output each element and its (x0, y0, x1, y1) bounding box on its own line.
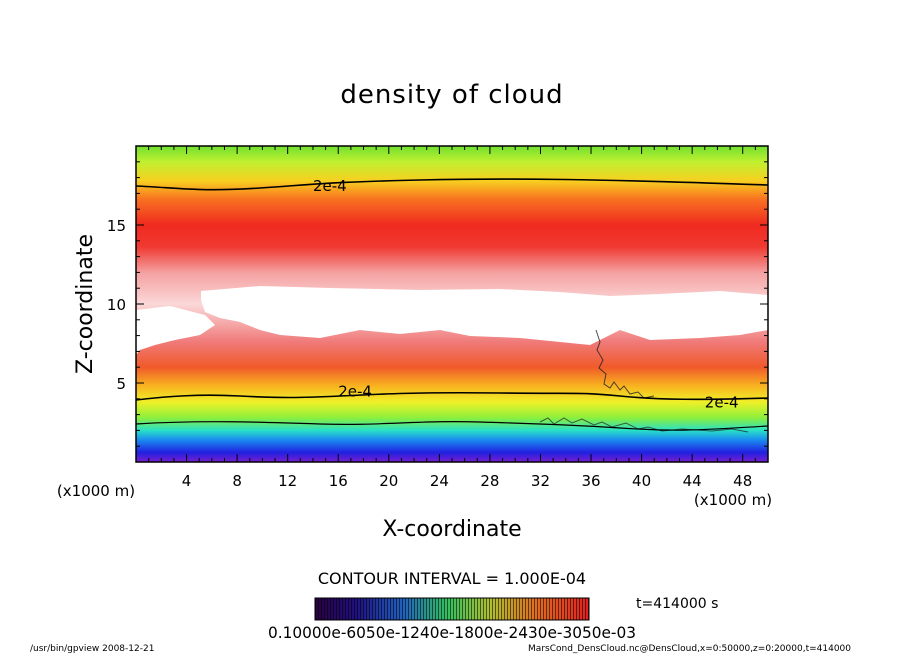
x-tick-label: 8 (232, 472, 242, 490)
contour-interval: CONTOUR INTERVAL = 1.000E-04 (318, 569, 586, 588)
x-tick-label: 48 (733, 472, 752, 490)
chart-title: density of cloud (340, 80, 563, 110)
colorbar-frame (314, 597, 590, 621)
cloud-gap-left (136, 306, 215, 355)
contour-label: 2e-4 (313, 177, 347, 195)
colorbar-labels: 0.10000e-6050e-1240e-1800e-2430e-3050e-0… (268, 623, 636, 642)
y-axis-label: Z-coordinate (73, 234, 98, 374)
footer-left: /usr/bin/gpview 2008-12-21 (30, 644, 154, 654)
time-label: t=414000 s (636, 596, 718, 612)
x-axis-label: X-coordinate (382, 517, 521, 542)
y-tick-label: 15 (107, 217, 126, 235)
contour-label: 2e-4 (338, 383, 372, 401)
contour-line-bottom (136, 420, 768, 431)
x-axis-unit: (x1000 m) (694, 491, 772, 509)
x-tick-label: 44 (683, 472, 702, 490)
x-tick-label: 40 (632, 472, 651, 490)
x-tick-label: 16 (329, 472, 348, 490)
x-tick-label: 12 (278, 472, 297, 490)
contour-line-upper (136, 178, 768, 191)
contour-labels: 2e-4 2e-4 2e-4 (313, 177, 739, 412)
footer-right: MarsCond_DensCloud.nc@DensCloud,x=0:5000… (528, 644, 851, 654)
upper-turbulence (595, 329, 655, 399)
x-tick-label: 32 (531, 472, 550, 490)
density-field (136, 146, 768, 462)
x-tick-label: 28 (480, 472, 499, 490)
contour-label: 2e-4 (705, 394, 739, 412)
y-axis-ticks: 5 10 15 (107, 161, 768, 447)
cloud-gap-region (201, 286, 768, 345)
x-axis-ticks: 4 8 12 16 20 24 28 32 36 40 44 48 (148, 146, 756, 490)
y-tick-label: 5 (116, 375, 126, 393)
y-tick-label: 10 (107, 296, 126, 314)
x-tick-label: 36 (581, 472, 600, 490)
colorbar-stripes (315, 598, 589, 620)
x-tick-label: 24 (430, 472, 449, 490)
contour-line-lower (136, 391, 768, 401)
y-axis-unit: (x1000 m) (57, 482, 135, 500)
x-tick-label: 4 (182, 472, 192, 490)
x-tick-label: 20 (379, 472, 398, 490)
